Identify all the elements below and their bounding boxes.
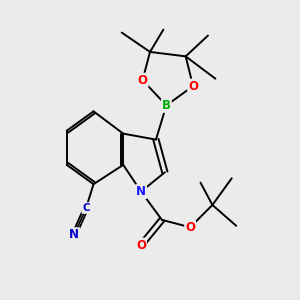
Text: O: O <box>185 221 195 234</box>
Text: N: N <box>69 228 79 241</box>
Text: O: O <box>136 238 146 252</box>
Text: B: B <box>162 99 171 112</box>
Text: C: C <box>82 203 90 213</box>
Text: O: O <box>188 80 198 93</box>
Text: O: O <box>138 74 148 87</box>
Text: N: N <box>136 185 146 198</box>
